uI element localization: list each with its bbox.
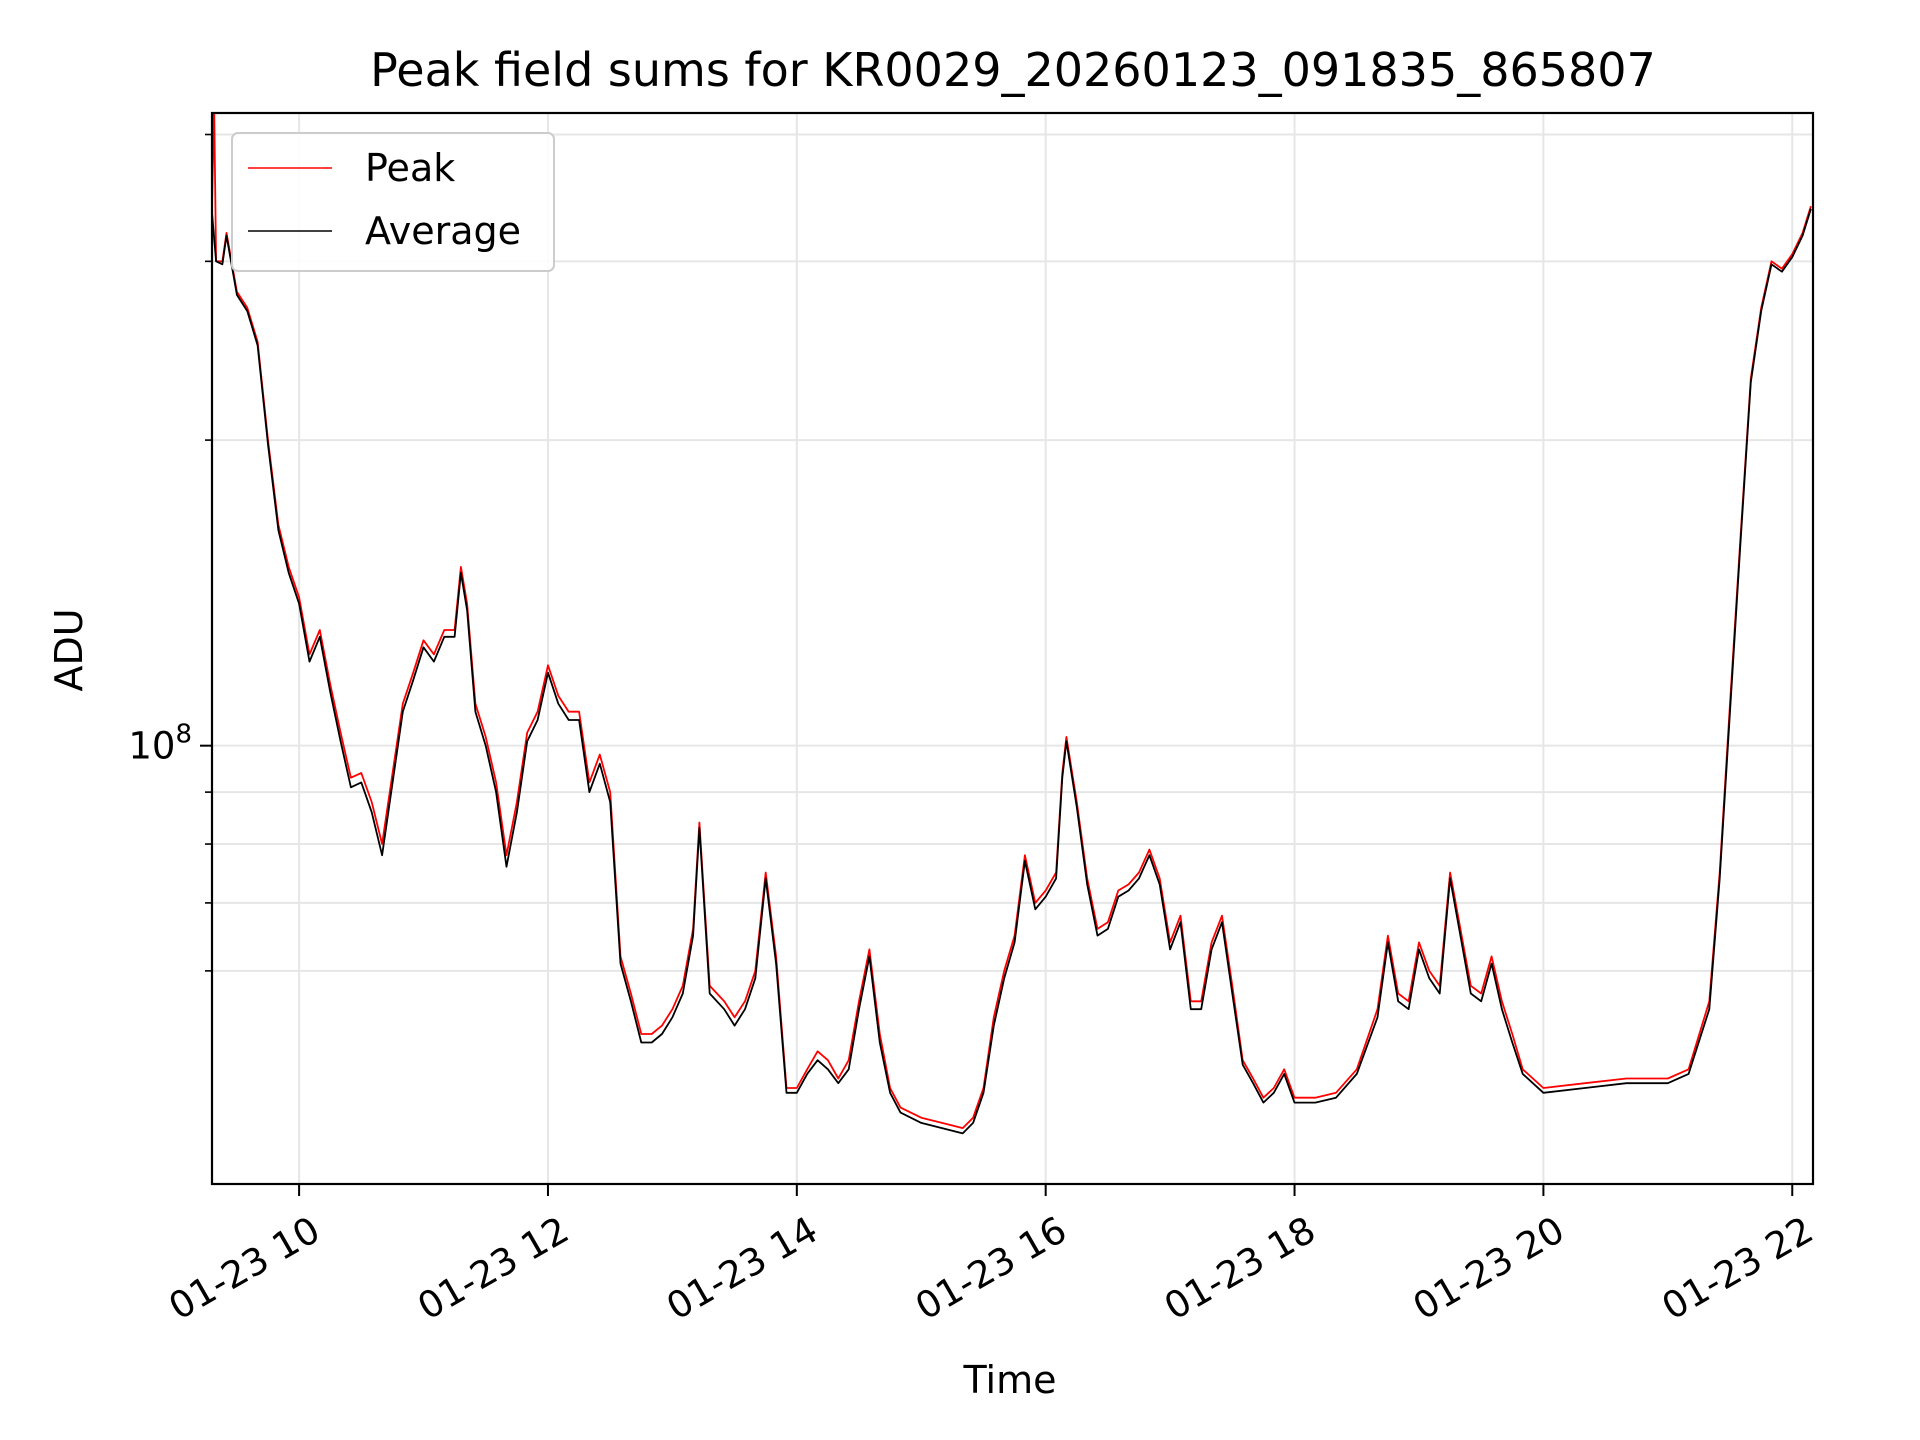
plot-frame [210,111,1815,1186]
grid-lines [212,113,1813,1184]
y-tick-label: 108 [128,720,192,768]
series-layer [212,113,1812,1135]
y-axis-label: ADU [47,608,91,691]
chart-title: Peak field sums for KR0029_20260123_0918… [370,43,1656,97]
legend-label-average: Average [365,209,521,253]
series-line-average [212,208,1812,1135]
x-axis-label: Time [963,1358,1057,1402]
legend: Peak Average [231,132,555,272]
legend-label-peak: Peak [365,146,455,190]
